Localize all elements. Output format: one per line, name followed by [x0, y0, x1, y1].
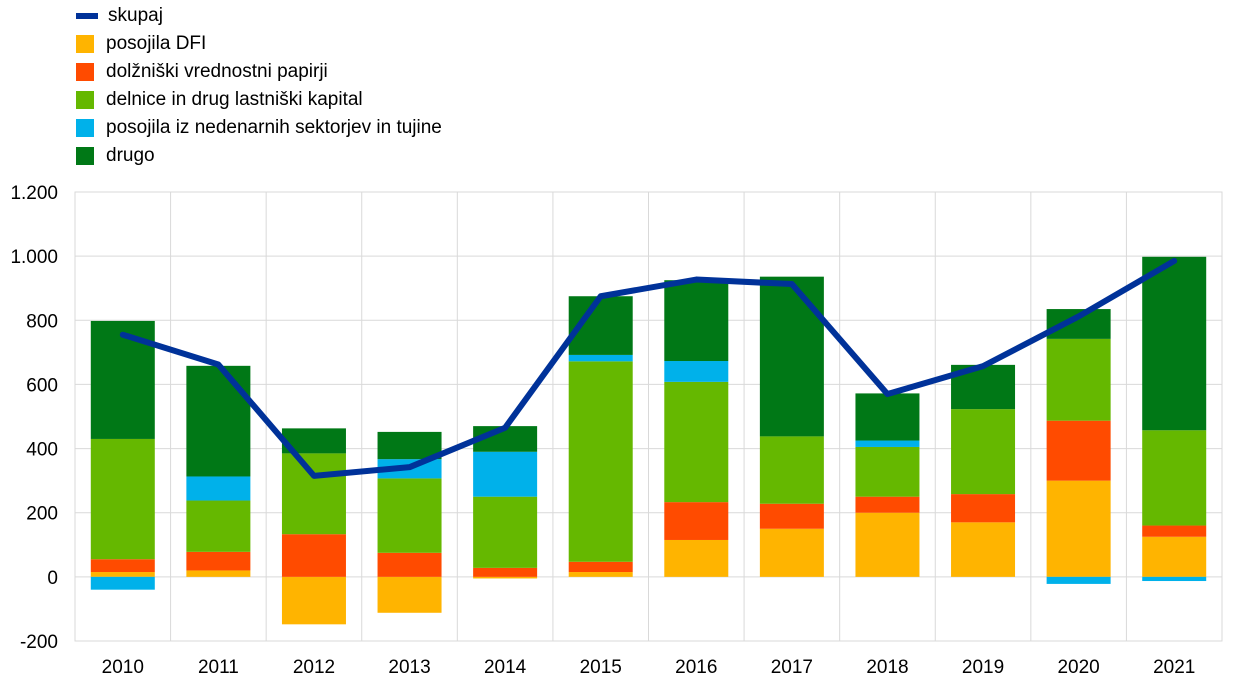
bar-dol-ni-ki-vrednostni-papirji [568, 561, 633, 573]
bar-dol-ni-ki-vrednostni-papirji [377, 552, 442, 577]
bar-posojila-dfi [377, 576, 442, 613]
y-tick-label: 400 [26, 440, 58, 461]
bar-posojila-dfi [664, 539, 729, 577]
bar-delnice-in-drug-lastni-ki-kapital [473, 496, 538, 568]
bar-dol-ni-ki-vrednostni-papirji [855, 496, 920, 513]
y-tick-label: -200 [20, 632, 58, 653]
x-tick-label: 2016 [675, 657, 717, 678]
bar-drugo [377, 431, 442, 460]
legend: skupaj posojila DFI dolžniški vrednostni… [76, 2, 442, 170]
bar-posojila-iz-nedenarnih-sektorjev-in-tujine [664, 361, 729, 382]
bar-dol-ni-ki-vrednostni-papirji [473, 567, 538, 577]
legend-label-delnice: delnice in drug lastniški kapital [106, 89, 363, 110]
y-tick-label: 1.000 [10, 247, 58, 268]
legend-item-posojila-dfi: posojila DFI [76, 30, 442, 58]
legend-label-posojila-nedenarnih: posojila iz nedenarnih sektorjev in tuji… [106, 117, 442, 138]
legend-label-drugo: drugo [106, 145, 155, 166]
x-tick-label: 2017 [771, 657, 813, 678]
bar-dol-ni-ki-vrednostni-papirji [1142, 525, 1207, 537]
bar-posojila-iz-nedenarnih-sektorjev-in-tujine [473, 451, 538, 497]
x-tick-label: 2015 [580, 657, 622, 678]
bar-posojila-dfi [473, 576, 538, 579]
x-tick-label: 2020 [1057, 657, 1099, 678]
legend-swatch-delnice [76, 91, 94, 109]
y-tick-label: 600 [26, 375, 58, 396]
bar-posojila-dfi [759, 528, 824, 577]
legend-item-drugo: drugo [76, 142, 442, 170]
y-tick-label: 0 [47, 568, 58, 589]
bar-posojila-iz-nedenarnih-sektorjev-in-tujine [186, 476, 251, 501]
y-tick-label: 800 [26, 311, 58, 332]
bar-posojila-iz-nedenarnih-sektorjev-in-tujine [1142, 576, 1207, 582]
x-tick-label: 2021 [1153, 657, 1195, 678]
legend-label-skupaj: skupaj [108, 5, 163, 26]
bar-delnice-in-drug-lastni-ki-kapital [186, 500, 251, 552]
bars [90, 256, 1207, 625]
bar-delnice-in-drug-lastni-ki-kapital [759, 436, 824, 504]
total-line-skupaj [119, 257, 1178, 479]
legend-label-dolzniski: dolžniški vrednostni papirji [106, 61, 328, 82]
bar-delnice-in-drug-lastni-ki-kapital [377, 478, 442, 553]
legend-item-delnice: delnice in drug lastniški kapital [76, 86, 442, 114]
legend-swatch-posojila-nedenarnih [76, 119, 94, 137]
bar-delnice-in-drug-lastni-ki-kapital [568, 361, 633, 562]
grid [74, 191, 1223, 642]
bar-posojila-iz-nedenarnih-sektorjev-in-tujine [1046, 576, 1111, 584]
bar-delnice-in-drug-lastni-ki-kapital [855, 446, 920, 497]
legend-item-dolzniski: dolžniški vrednostni papirji [76, 58, 442, 86]
bar-delnice-in-drug-lastni-ki-kapital [951, 409, 1016, 495]
bar-dol-ni-ki-vrednostni-papirji [90, 559, 155, 573]
bar-posojila-dfi [90, 572, 155, 577]
bar-posojila-iz-nedenarnih-sektorjev-in-tujine [855, 440, 920, 447]
y-tick-label: 1.200 [10, 183, 58, 204]
bar-posojila-dfi [951, 522, 1016, 577]
bar-dol-ni-ki-vrednostni-papirji [759, 503, 824, 529]
bar-dol-ni-ki-vrednostni-papirji [186, 551, 251, 571]
bar-drugo [855, 393, 920, 441]
bar-posojila-dfi [568, 572, 633, 577]
bar-dol-ni-ki-vrednostni-papirji [951, 494, 1016, 523]
bar-dol-ni-ki-vrednostni-papirji [664, 502, 729, 540]
legend-swatch-skupaj [76, 13, 98, 19]
bar-posojila-iz-nedenarnih-sektorjev-in-tujine [90, 576, 155, 590]
x-tick-label: 2010 [102, 657, 144, 678]
legend-swatch-posojila-dfi [76, 35, 94, 53]
legend-item-skupaj: skupaj [76, 2, 442, 30]
bar-delnice-in-drug-lastni-ki-kapital [1046, 338, 1111, 421]
bar-delnice-in-drug-lastni-ki-kapital [281, 453, 346, 535]
bar-drugo [1142, 256, 1207, 431]
legend-item-posojila-nedenarnih: posojila iz nedenarnih sektorjev in tuji… [76, 114, 442, 142]
bar-drugo [186, 365, 251, 477]
bar-dol-ni-ki-vrednostni-papirji [1046, 420, 1111, 481]
bar-posojila-dfi [1046, 480, 1111, 577]
x-tick-label: 2019 [962, 657, 1004, 678]
bar-drugo [664, 280, 729, 362]
bar-posojila-dfi [281, 576, 346, 625]
bar-dol-ni-ki-vrednostni-papirji [281, 534, 346, 577]
x-tick-label: 2012 [293, 657, 335, 678]
legend-label-posojila-dfi: posojila DFI [106, 33, 207, 54]
bar-posojila-dfi [186, 570, 251, 577]
y-axis: -200 0 200 400 600 800 1.000 1.200 [10, 183, 58, 653]
legend-swatch-dolzniski [76, 63, 94, 81]
bar-delnice-in-drug-lastni-ki-kapital [1142, 430, 1207, 526]
x-tick-label: 2013 [388, 657, 430, 678]
bar-posojila-dfi [1142, 536, 1207, 577]
bar-drugo [759, 276, 824, 437]
x-tick-label: 2014 [484, 657, 527, 678]
total-line-layer [119, 257, 1178, 479]
bar-delnice-in-drug-lastni-ki-kapital [664, 381, 729, 503]
bar-posojila-dfi [855, 512, 920, 577]
x-tick-label: 2018 [866, 657, 908, 678]
legend-swatch-drugo [76, 147, 94, 165]
y-tick-label: 200 [26, 504, 58, 525]
bar-delnice-in-drug-lastni-ki-kapital [90, 438, 155, 560]
x-tick-label: 2011 [198, 657, 239, 678]
x-axis: 2010 2011 2012 2013 2014 2015 2016 2017 2018 2019… [102, 657, 1196, 678]
bar-posojila-iz-nedenarnih-sektorjev-in-tujine [568, 354, 633, 362]
